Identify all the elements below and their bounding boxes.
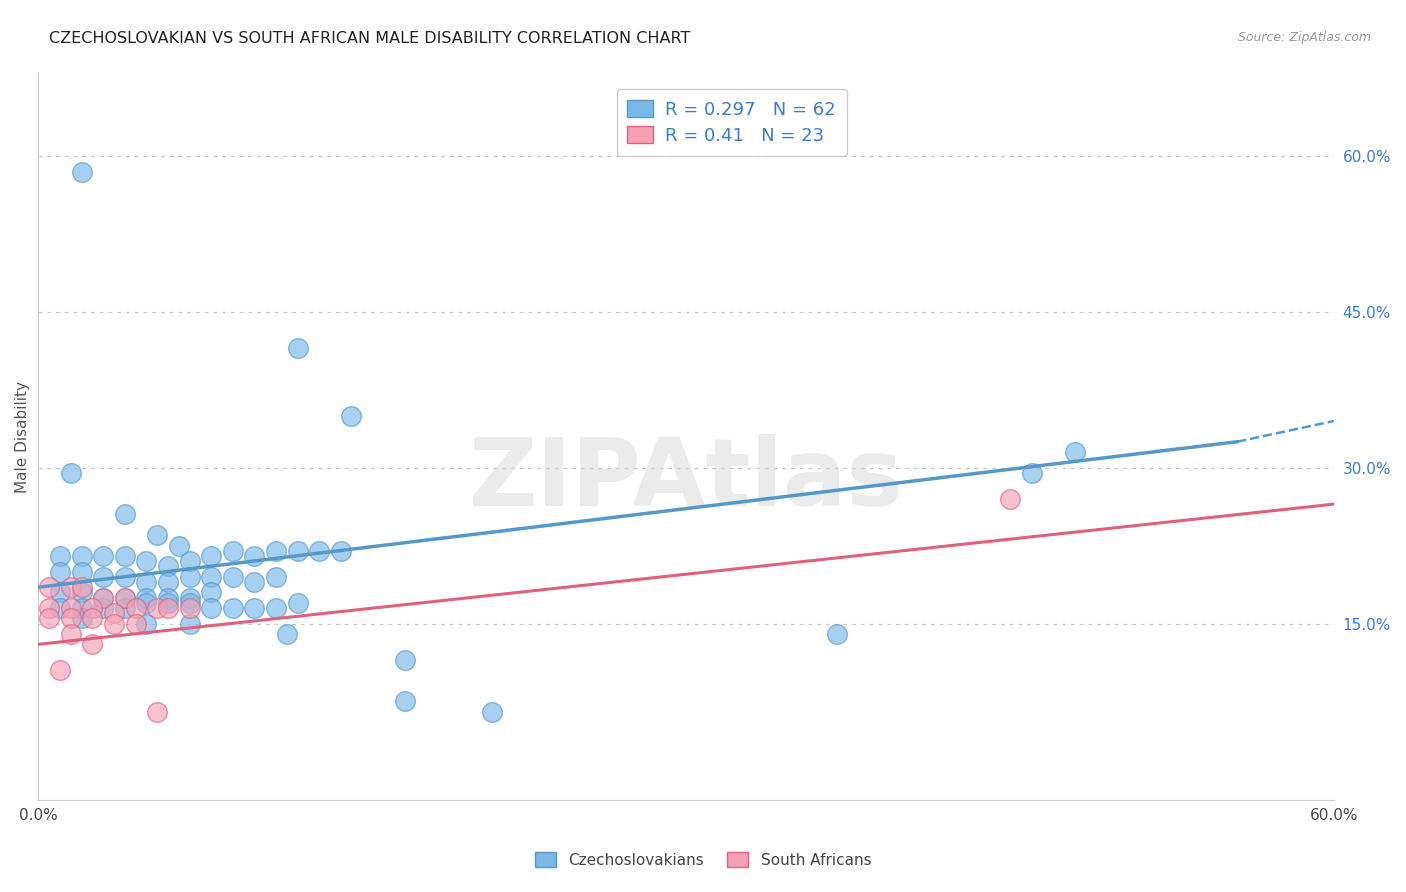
Point <box>1064 445 1087 459</box>
Point <box>103 606 125 620</box>
Point <box>124 616 146 631</box>
Point <box>59 580 82 594</box>
Point <box>135 574 157 589</box>
Point <box>70 580 93 594</box>
Point <box>287 544 309 558</box>
Point <box>114 591 136 605</box>
Point <box>38 601 60 615</box>
Point <box>103 616 125 631</box>
Point <box>156 574 179 589</box>
Point <box>276 627 298 641</box>
Point <box>394 694 416 708</box>
Point <box>827 627 849 641</box>
Point <box>82 611 104 625</box>
Point <box>156 596 179 610</box>
Point <box>135 616 157 631</box>
Point <box>167 539 190 553</box>
Point <box>70 164 93 178</box>
Y-axis label: Male Disability: Male Disability <box>15 381 30 492</box>
Point <box>49 565 72 579</box>
Legend: Czechoslovakians, South Africans: Czechoslovakians, South Africans <box>529 846 877 873</box>
Point <box>59 611 82 625</box>
Point <box>49 585 72 599</box>
Point <box>287 341 309 355</box>
Point <box>243 574 266 589</box>
Point <box>135 554 157 568</box>
Point <box>998 491 1021 506</box>
Point <box>179 616 201 631</box>
Point <box>49 549 72 563</box>
Point <box>49 601 72 615</box>
Point <box>70 611 93 625</box>
Point <box>179 591 201 605</box>
Point <box>156 591 179 605</box>
Legend: R = 0.297   N = 62, R = 0.41   N = 23: R = 0.297 N = 62, R = 0.41 N = 23 <box>616 89 846 156</box>
Point <box>38 580 60 594</box>
Point <box>243 549 266 563</box>
Point <box>114 601 136 615</box>
Point <box>135 596 157 610</box>
Point <box>156 601 179 615</box>
Point <box>114 508 136 522</box>
Point <box>49 663 72 677</box>
Point <box>222 601 245 615</box>
Point <box>59 466 82 480</box>
Text: Source: ZipAtlas.com: Source: ZipAtlas.com <box>1237 31 1371 45</box>
Point <box>1021 466 1043 480</box>
Point <box>70 601 93 615</box>
Point <box>222 570 245 584</box>
Point <box>91 549 114 563</box>
Point <box>114 549 136 563</box>
Point <box>287 596 309 610</box>
Point <box>264 570 287 584</box>
Point <box>82 601 104 615</box>
Point <box>146 601 169 615</box>
Point <box>135 591 157 605</box>
Point <box>179 570 201 584</box>
Point <box>394 653 416 667</box>
Point <box>82 637 104 651</box>
Point <box>114 591 136 605</box>
Point <box>156 559 179 574</box>
Point <box>114 570 136 584</box>
Point <box>70 565 93 579</box>
Point <box>179 601 201 615</box>
Point <box>200 601 222 615</box>
Point <box>243 601 266 615</box>
Point <box>264 544 287 558</box>
Point <box>481 705 503 719</box>
Point <box>222 544 245 558</box>
Point <box>200 549 222 563</box>
Point <box>146 528 169 542</box>
Point <box>91 570 114 584</box>
Text: CZECHOSLOVAKIAN VS SOUTH AFRICAN MALE DISABILITY CORRELATION CHART: CZECHOSLOVAKIAN VS SOUTH AFRICAN MALE DI… <box>49 31 690 46</box>
Point <box>70 549 93 563</box>
Point <box>200 585 222 599</box>
Point <box>146 705 169 719</box>
Point <box>340 409 363 423</box>
Point <box>70 585 93 599</box>
Point <box>91 591 114 605</box>
Point <box>200 570 222 584</box>
Point <box>59 601 82 615</box>
Point <box>38 611 60 625</box>
Point <box>308 544 330 558</box>
Point <box>179 554 201 568</box>
Point <box>59 627 82 641</box>
Point <box>91 601 114 615</box>
Point <box>179 596 201 610</box>
Point <box>264 601 287 615</box>
Point <box>124 601 146 615</box>
Point <box>329 544 352 558</box>
Text: ZIPAtlas: ZIPAtlas <box>468 434 904 526</box>
Point <box>91 591 114 605</box>
